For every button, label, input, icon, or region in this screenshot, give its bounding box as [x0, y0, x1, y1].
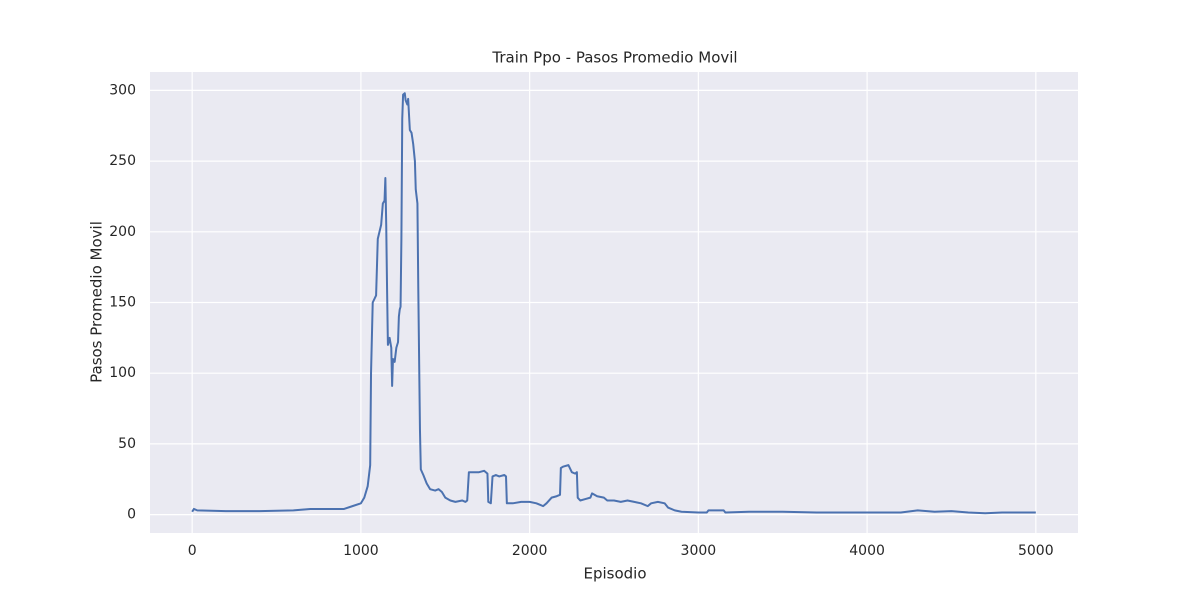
y-tick-label: 50 — [118, 436, 136, 452]
chart-title: Train Ppo - Pasos Promedio Movil — [491, 49, 737, 67]
y-tick-label: 150 — [109, 295, 136, 311]
y-tick-label: 250 — [109, 153, 136, 169]
x-tick-label: 0 — [188, 543, 197, 559]
y-axis-label: Pasos Promedio Movil — [88, 221, 106, 383]
x-tick-label: 2000 — [512, 543, 548, 559]
x-tick-label: 4000 — [849, 543, 885, 559]
y-tick-label: 100 — [109, 365, 136, 381]
x-tick-label: 3000 — [681, 543, 717, 559]
y-tick-label: 0 — [127, 507, 136, 523]
y-tick-label: 300 — [109, 82, 136, 98]
line — [191, 92, 1036, 515]
x-tick-label: 5000 — [1018, 543, 1054, 559]
x-axis-label: Episodio — [583, 565, 646, 583]
y-tick-label: 200 — [109, 224, 136, 240]
x-tick-label: 1000 — [343, 543, 379, 559]
